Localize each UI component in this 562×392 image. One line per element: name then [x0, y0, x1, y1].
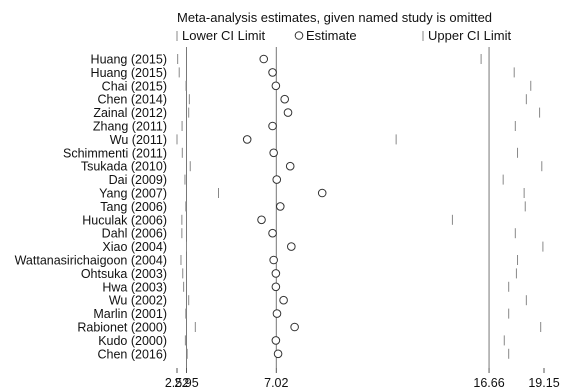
study-label: Marlin (2001): [93, 307, 167, 321]
study-label: Chen (2016): [98, 347, 168, 361]
study-row: Huang (2015): [91, 53, 482, 67]
study-row: Wu (2011): [110, 133, 397, 147]
study-row: Tang (2006): [100, 200, 526, 214]
estimate-marker: [269, 148, 278, 158]
estimate-marker: [271, 282, 281, 292]
study-row: Yang (2007): [99, 187, 525, 201]
x-axis-ticks: 2.522.95 7.02 16.66 19.15: [165, 368, 560, 390]
study-label: Zhang (2011): [93, 120, 167, 134]
study-label: Zainal (2012): [93, 106, 167, 120]
estimate-marker: [285, 161, 295, 171]
study-label: Yang (2007): [99, 187, 167, 201]
legend-estimate-marker: [294, 31, 304, 40]
estimate-marker: [269, 255, 278, 265]
study-label: Hwa (2003): [102, 280, 167, 294]
study-row: Chen (2014): [98, 93, 527, 107]
study-row: Chai (2015): [102, 79, 532, 93]
legend-estimate-label: Estimate: [306, 28, 357, 43]
study-label: Ohtsuka (2003): [81, 267, 167, 281]
study-row: Huang (2015): [91, 66, 515, 80]
study-row: Dahl (2006): [102, 227, 516, 241]
estimate-marker: [268, 121, 277, 131]
estimate-marker: [242, 135, 252, 144]
estimate-marker: [290, 322, 299, 332]
study-row: Hwa (2003): [102, 280, 510, 294]
estimate-marker: [257, 215, 266, 225]
study-label: Kudo (2000): [98, 334, 167, 348]
study-label: Wu (2002): [109, 294, 167, 308]
study-rows: Huang (2015)Huang (2015)Chai (2015)Chen …: [15, 53, 544, 361]
study-row: Wu (2002): [109, 294, 527, 308]
estimate-marker: [275, 202, 285, 211]
study-row: Schimmenti (2011): [63, 146, 519, 160]
estimate-marker: [272, 175, 282, 184]
study-label: Rabionet (2000): [77, 321, 167, 335]
study-row: Zhang (2011): [93, 120, 516, 134]
estimate-marker: [272, 309, 282, 318]
study-label: Tang (2006): [100, 200, 167, 214]
estimate-marker: [279, 295, 288, 305]
study-label: Tsukada (2010): [81, 160, 167, 174]
estimate-marker: [271, 269, 281, 278]
estimate-marker: [273, 349, 283, 359]
estimate-marker: [259, 54, 269, 64]
study-label: Chen (2014): [98, 93, 168, 107]
study-row: Chen (2016): [98, 347, 510, 361]
study-row: Marlin (2001): [93, 307, 510, 321]
study-row: Huculak (2006): [82, 213, 453, 227]
x-tick-label: 19.15: [528, 376, 559, 390]
study-label: Dai (2009): [109, 173, 167, 187]
study-row: Kudo (2000): [98, 334, 505, 348]
chart-title: Meta-analysis estimates, given named stu…: [177, 10, 492, 25]
study-label: Wattanasirichaigoon (2004): [15, 254, 167, 268]
estimate-marker: [268, 68, 277, 77]
study-label: Huculak (2006): [82, 213, 167, 227]
study-row: Rabionet (2000): [77, 321, 542, 335]
study-label: Huang (2015): [91, 66, 167, 80]
study-row: Tsukada (2010): [81, 160, 543, 174]
study-row: Wattanasirichaigoon (2004): [15, 254, 519, 268]
reference-lines: [185, 47, 490, 368]
study-label: Huang (2015): [91, 53, 167, 67]
x-tick-label: 2.95: [174, 376, 198, 390]
estimate-marker: [271, 81, 281, 91]
x-tick-label: 7.02: [264, 376, 288, 390]
estimate-marker: [317, 188, 327, 198]
x-tick-label: 2.52: [165, 376, 189, 390]
legend-lower-label: Lower CI Limit: [182, 28, 265, 43]
study-label: Dahl (2006): [102, 227, 167, 241]
legend-upper-label: Upper CI Limit: [428, 28, 511, 43]
x-tick-label: 16.66: [473, 376, 504, 390]
study-row: Xiao (2004): [102, 240, 544, 254]
study-label: Xiao (2004): [102, 240, 167, 254]
estimate-marker: [287, 242, 296, 251]
estimate-marker: [271, 336, 281, 345]
estimate-marker: [280, 94, 289, 104]
study-row: Zainal (2012): [93, 106, 541, 120]
estimate-marker: [268, 228, 277, 238]
study-row: Ohtsuka (2003): [81, 267, 517, 281]
estimate-marker: [283, 108, 293, 117]
study-row: Dai (2009): [109, 173, 504, 187]
legend: Lower CI Limit Estimate Upper CI Limit: [176, 28, 511, 43]
study-label: Schimmenti (2011): [63, 146, 167, 160]
study-label: Chai (2015): [102, 79, 167, 93]
study-label: Wu (2011): [110, 133, 167, 147]
